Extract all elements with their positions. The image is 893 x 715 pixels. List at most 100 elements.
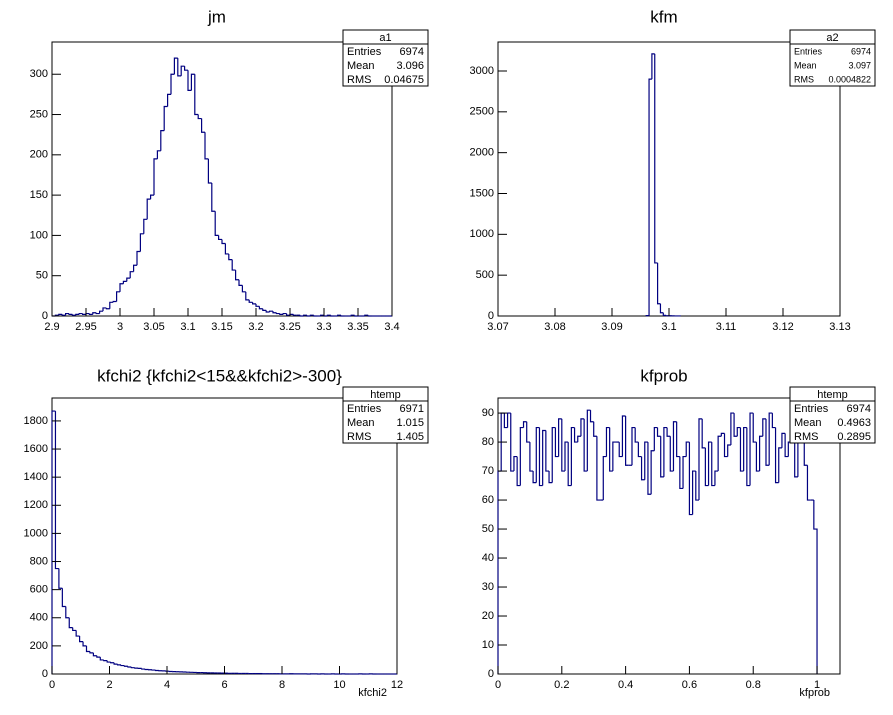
- histogram-bin: [309, 314, 314, 316]
- histogram-bin: [519, 426, 524, 486]
- x-tick-label: 10: [333, 679, 345, 691]
- histogram-bin: [688, 442, 693, 516]
- histogram-bin: [577, 435, 581, 443]
- histogram-bin: [337, 314, 341, 316]
- histogram-bin: [573, 427, 578, 443]
- chart-title: kfprob: [640, 366, 687, 385]
- histogram-bin: [167, 93, 171, 107]
- histogram-bin: [662, 312, 667, 316]
- histogram-bin: [292, 314, 297, 316]
- histogram-bin: [82, 641, 87, 647]
- histogram-bin: [61, 314, 66, 316]
- histogram-bin: [262, 308, 267, 311]
- histogram-bin: [564, 441, 569, 472]
- histogram-bin: [116, 664, 121, 666]
- x-tick-label: 0.8: [746, 679, 761, 691]
- x-tick-label: 0.2: [554, 679, 569, 691]
- histogram-bin: [752, 413, 757, 443]
- x-axis-label: kfprob: [799, 687, 830, 699]
- histogram-bin: [656, 427, 661, 437]
- y-tick-label: 50: [482, 523, 494, 535]
- y-tick-label: 1200: [24, 499, 48, 511]
- histogram-bin: [743, 426, 747, 472]
- histogram-bin: [88, 313, 93, 315]
- histogram-bin: [685, 441, 690, 457]
- histogram-bin: [774, 427, 779, 484]
- histogram-bin: [211, 183, 216, 212]
- histogram-bin: [637, 442, 642, 458]
- histogram-bin: [207, 158, 212, 184]
- histogram-bin: [580, 418, 585, 437]
- x-tick-label: 3.08: [544, 321, 565, 333]
- histogram-bin: [522, 421, 527, 428]
- histogram-bin: [672, 421, 677, 472]
- histogram-bin: [58, 313, 63, 316]
- histogram-bin: [340, 315, 345, 317]
- histogram-bin: [258, 306, 263, 310]
- histogram-bin: [593, 421, 597, 437]
- x-tick-label: 3.2: [248, 321, 263, 333]
- histogram-bin: [771, 413, 776, 429]
- histogram-bin: [516, 456, 521, 487]
- histogram-bin: [554, 427, 559, 458]
- histogram-bin: [621, 415, 626, 457]
- histogram-bin: [133, 264, 137, 272]
- y-tick-label: 150: [30, 189, 48, 201]
- y-tick-label: 2000: [470, 147, 494, 159]
- histogram-bin: [72, 627, 77, 632]
- histogram-bin: [286, 313, 290, 316]
- histogram-bin: [583, 418, 588, 472]
- histogram-bin: [252, 302, 256, 305]
- histogram-bin: [279, 313, 284, 315]
- histogram-bin: [644, 441, 648, 480]
- histogram-bin: [497, 470, 502, 674]
- histogram-bin: [631, 426, 636, 466]
- histogram-bin: [116, 291, 120, 302]
- histogram-bin: [602, 455, 607, 501]
- histogram-bin: [194, 74, 199, 116]
- x-tick-label: 3.1: [180, 321, 195, 333]
- histogram-bin: [720, 432, 725, 437]
- histogram-bin: [313, 315, 318, 317]
- histogram-bin: [558, 418, 562, 457]
- histogram-bin: [605, 426, 610, 457]
- histogram-bin: [299, 315, 304, 317]
- histogram-bin: [648, 78, 652, 316]
- histogram-bin: [141, 668, 146, 670]
- histogram-bin: [647, 442, 652, 495]
- stats-label: Mean: [347, 60, 375, 72]
- histogram-bin: [657, 262, 661, 305]
- histogram-bin: [136, 250, 141, 266]
- histogram-bin: [184, 66, 188, 71]
- histogram-bin: [542, 429, 546, 486]
- histogram-bin: [813, 500, 818, 674]
- plot-frame: [51, 41, 393, 317]
- stats-value: 6971: [400, 403, 424, 415]
- histogram-bin: [58, 568, 63, 589]
- histogram-bin: [109, 301, 114, 309]
- histogram-bin: [65, 312, 69, 316]
- y-tick-label: 50: [36, 270, 48, 282]
- histogram-bin: [255, 303, 260, 307]
- histogram-bin: [92, 312, 97, 315]
- histogram-bin: [231, 259, 236, 271]
- histogram-bin: [173, 57, 178, 75]
- stats-box: [789, 386, 876, 444]
- histogram-bin: [201, 118, 205, 133]
- histogram-bin: [538, 427, 543, 487]
- histogram-bin: [214, 211, 219, 237]
- histogram-bin: [61, 588, 66, 608]
- x-tick-label: 3.13: [829, 321, 850, 333]
- stats-label: Mean: [794, 60, 817, 70]
- histogram-bin: [79, 636, 84, 643]
- y-tick-label: 400: [30, 612, 48, 624]
- histogram-bin: [676, 421, 680, 458]
- histogram-bin: [248, 299, 253, 303]
- histogram-bin: [727, 444, 731, 457]
- histogram-bin: [103, 659, 108, 662]
- histogram-bin: [503, 413, 508, 429]
- stats-label: Entries: [347, 46, 382, 58]
- histogram-bin: [535, 426, 540, 483]
- histogram-bin: [303, 314, 307, 316]
- histogram-bin: [269, 310, 273, 312]
